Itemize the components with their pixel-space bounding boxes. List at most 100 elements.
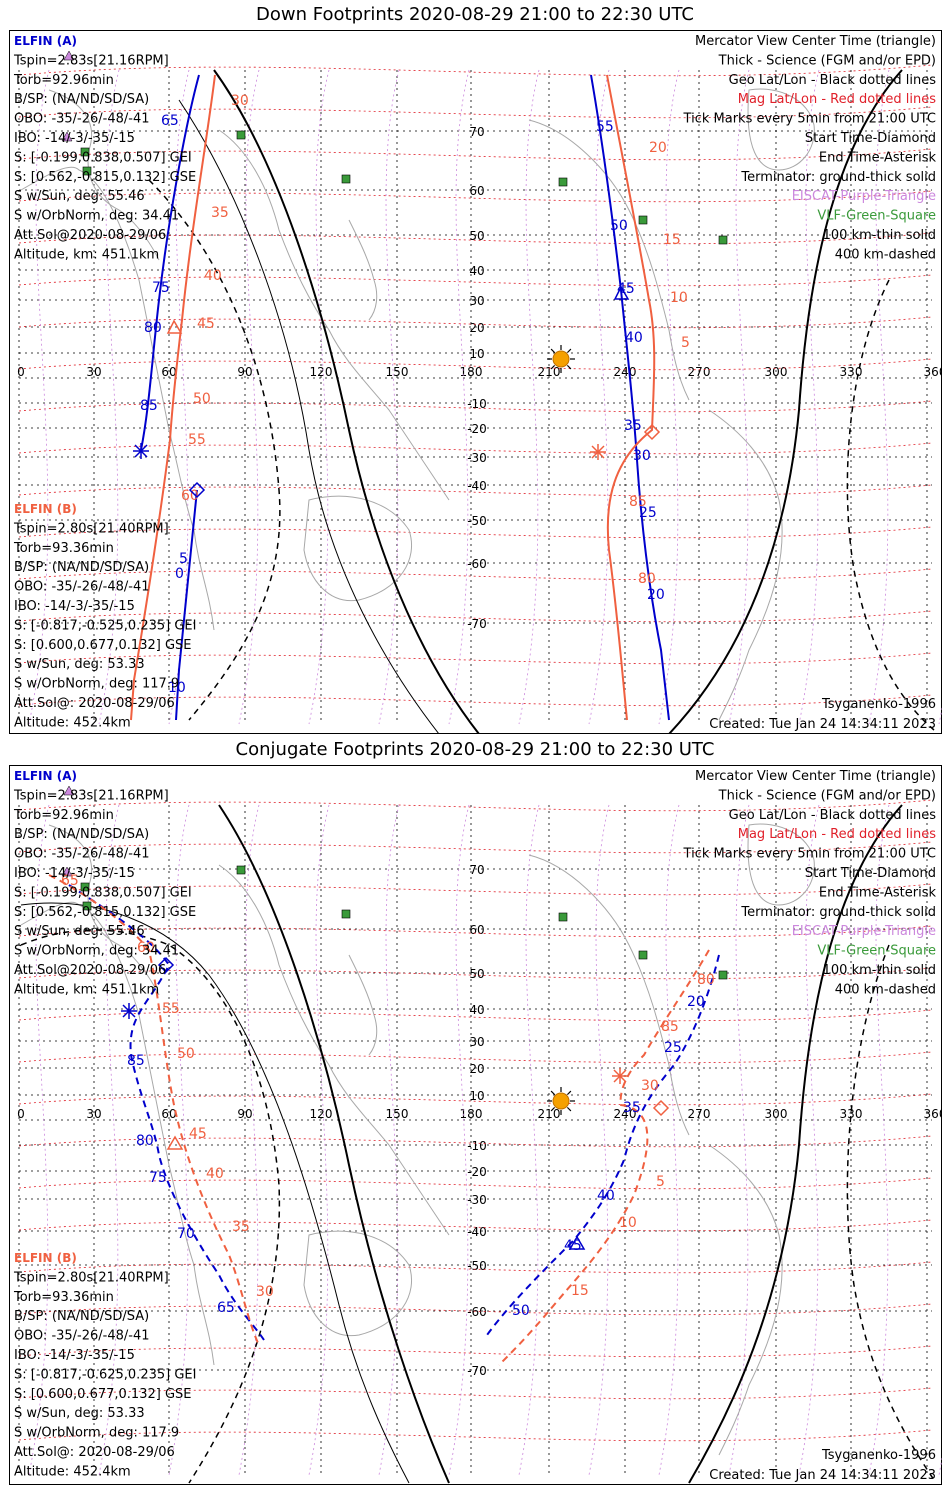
- track-time-label: 10: [168, 680, 186, 696]
- lon-tick-label: 180: [460, 1107, 483, 1121]
- lon-tick-label: 360: [924, 1107, 942, 1121]
- vlf-stations: [80, 130, 728, 245]
- track-time-label: 40: [206, 1166, 224, 1182]
- info-text: ELFIN (A) Tspin=2.83s[21.16RPM] Torb=92.96…: [13, 769, 936, 1483]
- mag-lon-line: [798, 804, 820, 1476]
- eiscat-triangle: [63, 785, 75, 796]
- lon-tick-label: 210: [538, 1107, 561, 1121]
- elfin-a-track-west: [140, 74, 200, 451]
- lat-tick-label: 60: [469, 923, 484, 937]
- elfin-b-info-line: IBO: -14/-3/-35/-15: [14, 1348, 135, 1363]
- mag-lon-line: [728, 804, 750, 1476]
- elfin-b-info-line: Att.Sol@: 2020-08-29/06: [14, 696, 175, 711]
- track-time-label: 40: [625, 330, 643, 346]
- lon-tick-label: 150: [386, 1107, 409, 1121]
- mag-lat-line: [18, 1345, 933, 1358]
- legend-line: Mag Lat/Lon - Red dotted lines: [738, 92, 936, 107]
- elfin-b-info-line: S: [0.600,0.677,0.132] GSE: [14, 1387, 192, 1402]
- mag-lon-line: [588, 69, 610, 725]
- legend-line: End Time-Asterisk: [819, 885, 937, 900]
- elfin-b-track-east: [498, 949, 710, 1366]
- coastline-africa: [20, 166, 215, 631]
- legend-line: Mag Lat/Lon - Red dotted lines: [738, 827, 936, 842]
- track-time-label: 10: [619, 1215, 637, 1231]
- lat-tick-label: -60: [467, 557, 487, 571]
- lon-tick-label: 0: [17, 365, 25, 379]
- elfin-b-info-line: Tspin=2.80s[21.40RPM]: [13, 521, 169, 536]
- track-time-label: 70: [177, 1226, 195, 1242]
- mag-lon-line: [658, 804, 680, 1476]
- terminator: [20, 804, 935, 1484]
- elfin-b-info-line: S: [0.600,0.677,0.132] GSE: [14, 638, 192, 653]
- coastline-greenland: [747, 823, 815, 906]
- track-time-label: 65: [217, 1300, 235, 1316]
- lat-tick-label: 70: [469, 125, 484, 139]
- coastline-australia: [303, 1230, 413, 1337]
- elfin-a-info-line: S: [-0.199,0.838,0.507] GEI: [14, 885, 192, 900]
- elfin-a-track-west-lower: [175, 489, 198, 721]
- elfin-b-heading: ELFIN (B): [14, 502, 77, 516]
- elfin-b-end-asterisk: [590, 444, 606, 460]
- track-time-label: 50: [177, 1046, 195, 1062]
- lat-tick-label: 60: [469, 184, 484, 198]
- lon-tick-label: 330: [840, 1107, 863, 1121]
- mag-grid: [18, 799, 942, 1476]
- sun-ray: [550, 364, 556, 370]
- sun-ray: [566, 1106, 572, 1112]
- legend-line: Thick - Science (FGM and/or EPD): [718, 53, 936, 68]
- track-time-label: 15: [571, 1283, 589, 1299]
- terminator-ground-west: [218, 804, 450, 1484]
- lat-tick-label: -30: [467, 1193, 487, 1207]
- mag-lon-line: [518, 804, 540, 1476]
- lon-tick-label: 240: [614, 365, 637, 379]
- mag-lon-line: [868, 804, 890, 1476]
- geo-grid: 70 60 50 40 30 20 10 -10 -20 -30 -40 -50 -60 -70 0 30 60…: [17, 805, 942, 1475]
- lon-tick-label: 120: [310, 365, 333, 379]
- lon-tick-label: 330: [840, 365, 863, 379]
- lat-tick-label: -50: [467, 514, 487, 528]
- mag-lon-line: [98, 804, 120, 1476]
- map-frame: [9, 30, 942, 734]
- mag-lon-line: [28, 804, 50, 1476]
- legend-line: Geo Lat/Lon - Black dotted lines: [729, 73, 937, 88]
- elfin-b-heading: ELFIN (B): [14, 1251, 77, 1265]
- vlf-station-square: [80, 147, 90, 157]
- mag-lon-line: [28, 69, 50, 725]
- conjugate-footprints-map[interactable]: 70 60 50 40 30 20 10 -10 -20 -30 -40 -50 -60 -70 0 30 60…: [9, 765, 942, 1485]
- sun-ray: [566, 1090, 572, 1096]
- coastline-north-america: [528, 854, 690, 1136]
- created-timestamp: Created: Tue Jan 24 14:34:11 2023: [709, 717, 936, 732]
- elfin-a-center-triangle: [613, 285, 630, 300]
- lon-tick-label: 30: [86, 1107, 101, 1121]
- lon-tick-label: 270: [688, 365, 711, 379]
- lat-tick-label: -70: [467, 1364, 487, 1378]
- track-time-label: 20: [687, 994, 705, 1010]
- lat-tick-label: 10: [469, 1089, 484, 1103]
- elfin-b-info-line: Altitude: 452.4km: [14, 715, 131, 730]
- track-time-label: 25: [639, 505, 657, 521]
- mag-lon-line: [868, 69, 890, 725]
- terminator: [148, 69, 935, 734]
- elfin-a-heading: ELFIN (A): [14, 769, 77, 783]
- lat-tick-label: -10: [467, 1139, 487, 1153]
- lat-tick-label: -60: [467, 1305, 487, 1319]
- coastline-north-america: [528, 119, 690, 401]
- vlf-station-square: [638, 215, 648, 225]
- sun-disk: [552, 350, 570, 368]
- elfin-a-info-line: Torb=92.96min: [13, 73, 114, 88]
- legend-line: EISCAT-Purple-Triangle: [792, 189, 936, 204]
- track-time-label: 55: [162, 1001, 180, 1017]
- track-time-label: 85: [661, 1019, 679, 1035]
- lon-tick-label: 240: [614, 1107, 637, 1121]
- legend-line: Terminator: ground-thick solid: [740, 170, 936, 185]
- elfin-b-info-line: OBO: -35/-26/-48/-41: [14, 1329, 150, 1344]
- terminator-400km-east: [846, 279, 935, 731]
- elfin-b-track-west: [130, 74, 216, 721]
- lat-tick-label: 10: [469, 347, 484, 361]
- track-time-label: 35: [232, 1219, 250, 1235]
- mag-lon-line: [98, 69, 120, 725]
- elfin-a-info-line: Altitude, km: 451.1km: [14, 982, 159, 997]
- track-time-label: 35: [211, 205, 229, 221]
- sun-disk: [552, 1092, 570, 1110]
